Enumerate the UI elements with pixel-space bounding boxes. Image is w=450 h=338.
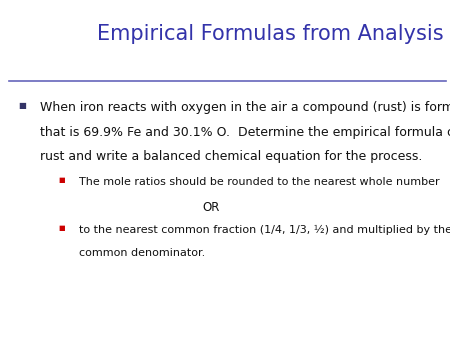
Text: The mole ratios should be rounded to the nearest whole number: The mole ratios should be rounded to the…: [79, 177, 439, 188]
Text: that is 69.9% Fe and 30.1% O.  Determine the empirical formula of: that is 69.9% Fe and 30.1% O. Determine …: [40, 126, 450, 139]
Text: ■: ■: [18, 101, 26, 111]
Text: ■: ■: [58, 177, 65, 184]
Text: common denominator.: common denominator.: [79, 248, 205, 259]
Text: OR: OR: [203, 201, 220, 214]
Text: rust and write a balanced chemical equation for the process.: rust and write a balanced chemical equat…: [40, 150, 423, 163]
Text: Empirical Formulas from Analysis: Empirical Formulas from Analysis: [97, 24, 443, 44]
Text: to the nearest common fraction (1/4, 1/3, ½) and multiplied by the least: to the nearest common fraction (1/4, 1/3…: [79, 225, 450, 235]
Text: ■: ■: [58, 225, 65, 231]
Text: When iron reacts with oxygen in the air a compound (rust) is formed: When iron reacts with oxygen in the air …: [40, 101, 450, 114]
